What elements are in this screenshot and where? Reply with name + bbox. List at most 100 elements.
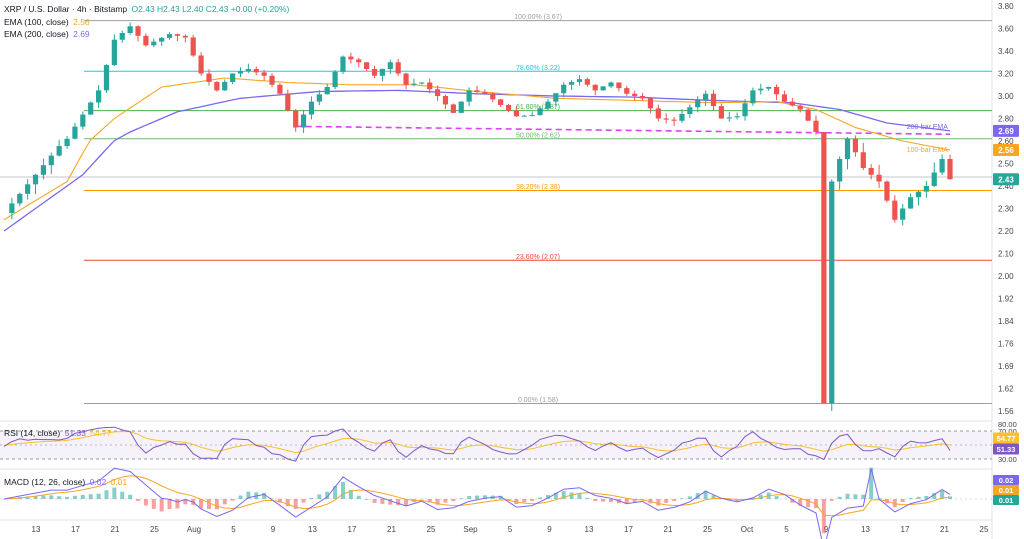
macd-histogram-bar [900, 499, 905, 502]
macd-histogram-bar [632, 499, 637, 503]
macd-histogram-bar [167, 499, 172, 510]
macd-histogram-bar [33, 495, 38, 499]
price-tick-label: 1.62 [998, 385, 1014, 394]
price-badge [993, 124, 1019, 137]
macd-label: MACD (12, 26, close) [4, 477, 86, 487]
macd-histogram-bar [88, 494, 93, 499]
candle-body [860, 152, 866, 168]
candle-body [190, 37, 196, 56]
ema100-legend[interactable]: EMA (100, close) 2.56 [4, 17, 92, 27]
candle-body [427, 82, 433, 90]
candle-body [569, 81, 575, 85]
macd-histogram-bar [285, 499, 290, 507]
macd-histogram-bar [333, 486, 338, 499]
macd-histogram-bar [41, 495, 46, 499]
macd-line [3, 467, 951, 539]
candle-body [48, 155, 54, 166]
macd-histogram-bar [388, 499, 393, 505]
date-tick-label: 13 [585, 525, 594, 534]
candle-body [813, 120, 819, 132]
macd-histogram-bar [112, 487, 117, 499]
candle-body [458, 101, 464, 113]
ema200-annotation: 200-bar EMA [907, 124, 949, 131]
macd-histogram-bar [798, 499, 803, 506]
ohlc-readout: O2.43 H2.43 L2.40 C2.43 +0.00 (+0.20%) [131, 4, 290, 14]
ema100-line [3, 77, 951, 221]
candle-body [17, 193, 23, 204]
candle-body [600, 86, 606, 91]
candle-body [490, 93, 496, 100]
price-tick-label: 2.80 [998, 115, 1014, 124]
candle-body [103, 65, 110, 91]
macd-histogram-bar [553, 492, 558, 499]
candle-body [931, 172, 937, 186]
candle-body [285, 93, 291, 111]
macd-histogram-bar [530, 499, 535, 501]
candle-body [655, 108, 661, 119]
macd-histogram-bar [735, 499, 740, 502]
rsi-tick-label: 80.00 [998, 420, 1017, 429]
candle-body [537, 108, 543, 116]
macd-histogram-bar [419, 499, 424, 500]
macd-badge [993, 495, 1019, 505]
rsi-tick-label: 70.00 [998, 427, 1017, 436]
date-tick-label: Oct [741, 525, 754, 534]
candle-body [56, 146, 62, 156]
candle-body [498, 99, 504, 105]
fib-level-label: 38.20% (2.38) [516, 184, 560, 191]
macd-histogram-bar [262, 492, 267, 499]
candle-body [742, 103, 748, 117]
macd-legend[interactable]: MACD (12, 26, close) 0.02 0.01 [4, 477, 129, 487]
candle-body [237, 71, 244, 74]
macd-histogram-bar [467, 496, 472, 499]
macd-histogram-bar [120, 491, 125, 499]
candle-body [96, 90, 102, 103]
macd-histogram-bar [861, 494, 866, 499]
macd-histogram-bar [924, 495, 929, 499]
date-tick-label: Aug [187, 525, 201, 534]
macd-histogram-bar [703, 490, 708, 499]
rsi-legend[interactable]: RSI (14, close) 51.33 54.77 [4, 428, 114, 438]
candle-body [474, 90, 480, 93]
macd-histogram-bar [230, 499, 235, 501]
macd-histogram-bar [758, 494, 763, 499]
macd-histogram-bar [143, 499, 148, 506]
date-tick-label: 25 [150, 525, 159, 534]
macd-signal-line [3, 475, 951, 517]
macd-histogram-bar [687, 496, 692, 499]
support-trendline [295, 125, 951, 136]
candle-body [584, 79, 590, 85]
macd-histogram-bar [238, 495, 243, 499]
price-tick-label: 2.20 [998, 227, 1014, 236]
ema200-legend[interactable]: EMA (200, close) 2.69 [4, 29, 92, 39]
macd-badge-text: 0.02 [999, 476, 1014, 485]
candle-body [348, 56, 354, 60]
rsi-ma-line [3, 430, 951, 454]
macd-histogram-bar [577, 493, 582, 499]
macd-histogram-bar [656, 499, 661, 506]
macd-histogram-bar [57, 496, 62, 499]
date-tick-label: 21 [940, 525, 949, 534]
candle-body [876, 174, 882, 182]
macd-histogram-bar [459, 498, 464, 499]
candle-body [789, 101, 795, 106]
candle-body [182, 35, 188, 38]
macd-histogram-bar [940, 490, 945, 499]
macd-histogram-bar [482, 495, 487, 499]
macd-histogram-bar [2, 499, 6, 500]
candle-body [718, 106, 724, 119]
macd-badge-text: 0.01 [999, 496, 1014, 505]
candle-body [915, 191, 922, 198]
candle-body [253, 69, 259, 73]
price-tick-label: 2.40 [998, 182, 1014, 191]
candle-body [844, 138, 851, 159]
macd-histogram-bar [948, 496, 952, 499]
price-tick-label: 3.20 [998, 70, 1014, 79]
macd-histogram-bar [829, 499, 834, 501]
price-badge-text: 2.43 [998, 175, 1014, 184]
macd-histogram-bar [845, 493, 850, 499]
candle-body [387, 62, 393, 69]
candle-body [379, 69, 385, 76]
candle-body [119, 33, 125, 40]
